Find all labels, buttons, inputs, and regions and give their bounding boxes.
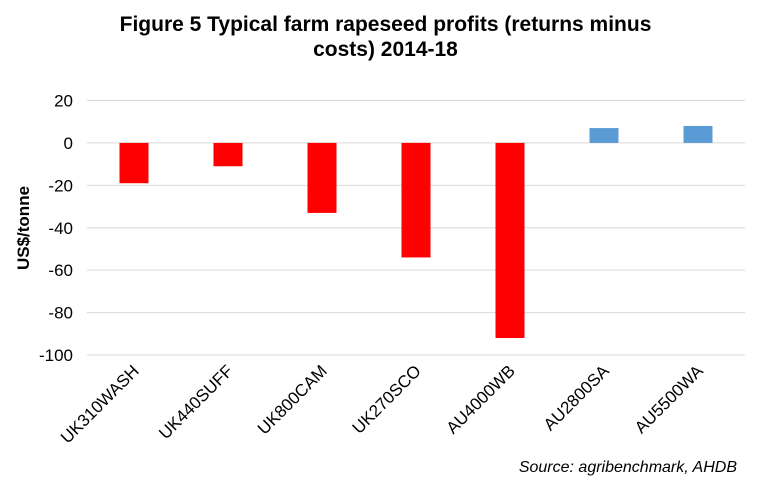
gridlines: [87, 100, 745, 356]
y-tick-label: -80: [48, 304, 73, 323]
bar-uk310wash: [119, 142, 149, 184]
y-tick-label: 20: [54, 92, 73, 111]
y-tick-label: -60: [48, 261, 73, 280]
bar-au5500wa: [683, 125, 713, 143]
bars: [119, 125, 713, 339]
bar-uk270sco: [401, 142, 431, 258]
chart-title-line-2: costs) 2014-18: [313, 38, 458, 61]
bar-uk800cam: [307, 142, 337, 213]
x-tick-label: AU4000WB: [443, 361, 519, 437]
y-axis-label: US$/tonne: [14, 186, 33, 270]
x-axis-ticks: UK310WASH UK440SUFF UK800CAM UK270SCO AU4000…: [57, 361, 707, 447]
bar-uk440suff: [213, 142, 243, 167]
x-tick-label: AU5500WA: [631, 361, 707, 437]
y-tick-label: -20: [48, 176, 73, 195]
source-note: Source: agribenchmark, AHDB: [518, 459, 737, 476]
x-tick-label: UK270SCO: [349, 361, 425, 437]
bar-au4000wb: [495, 142, 525, 339]
bar-au2800sa: [589, 128, 619, 143]
y-axis-ticks: 20 0 -20 -40 -60 -80 -100: [39, 92, 73, 366]
y-tick-label: -100: [39, 346, 73, 365]
y-tick-label: 0: [64, 134, 73, 153]
y-tick-label: -40: [48, 219, 73, 238]
x-tick-label: UK310WASH: [57, 361, 143, 447]
chart-title: Figure 5 Typical farm rapeseed profits (…: [0, 12, 771, 62]
x-tick-label: UK800CAM: [254, 361, 331, 438]
x-tick-label: AU2800SA: [540, 361, 613, 434]
chart-title-line-1: Figure 5 Typical farm rapeseed profits (…: [119, 13, 652, 36]
x-tick-label: UK440SUFF: [155, 361, 237, 443]
